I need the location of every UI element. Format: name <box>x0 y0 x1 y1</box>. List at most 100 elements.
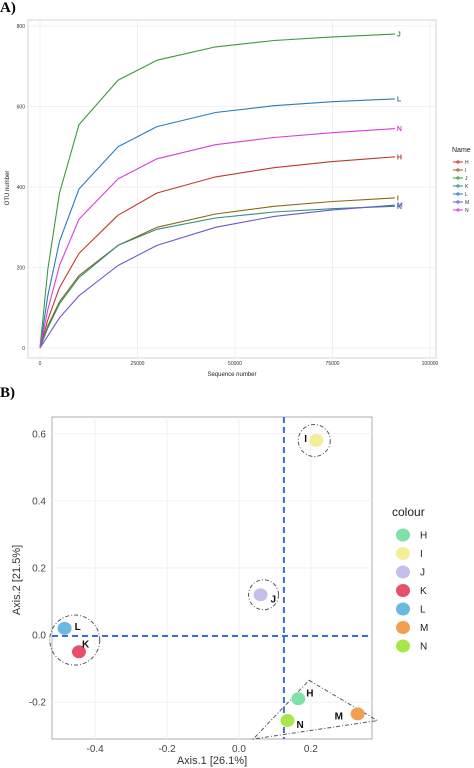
panel-a-legend-label-h: H <box>465 160 469 166</box>
panel-a-curve-m <box>39 204 395 349</box>
panel-b-cluster-circle-lk <box>49 614 101 666</box>
panel-a-curve-n <box>39 128 395 349</box>
panel-b-point-j <box>253 588 268 602</box>
panel-a-ylabel: OTU number <box>5 171 11 206</box>
panel-a-label: A) <box>0 0 16 16</box>
panel-b-ticks: -0.4 -0.2 0.0 0.2 -0.2 0.0 0.2 0.4 0.6 <box>29 429 318 755</box>
panel-b-point-label-n: N <box>297 720 304 731</box>
panel-b-xtick: 0.2 <box>304 744 318 755</box>
panel-a-ytick: 800 <box>17 24 26 30</box>
panel-b-xtick: -0.2 <box>158 744 176 755</box>
panel-b-point-label-m: M <box>335 711 343 722</box>
panel-a-legend-label-n: N <box>465 208 469 214</box>
panel-a-legend-label-k: K <box>465 184 469 190</box>
panel-b-ytick: 0.6 <box>32 429 46 440</box>
panel-a-ytick: 400 <box>17 185 26 191</box>
panel-a-grid <box>28 20 436 358</box>
panel-b-legend-label-h: H <box>420 531 427 542</box>
panel-b-xtick: -0.4 <box>87 744 105 755</box>
panel-b-legend-label-n: N <box>420 642 427 653</box>
panel-b-legend-label-k: K <box>420 586 427 597</box>
panel-a-plot-area <box>27 19 437 359</box>
panel-b-legend-swatch-j <box>396 565 410 579</box>
panel-b-ytick: 0.0 <box>32 631 46 642</box>
panel-a-curve-label-k: K <box>397 204 402 211</box>
panel-a-curve-l <box>39 98 395 349</box>
panel-a-ytick: 200 <box>17 266 26 272</box>
panel-a-legend-label-j: J <box>465 176 468 182</box>
panel-a-xtick: 100000 <box>422 361 439 367</box>
panel-a-legend-marker-h <box>456 160 460 164</box>
panel-b-legend-swatch-k <box>396 584 410 597</box>
panel-a-legend-marker-l <box>456 192 460 196</box>
panel-a-ytick: 0 <box>22 346 25 352</box>
panel-a-curve-j <box>39 33 395 349</box>
panel-b-point-k <box>71 645 86 659</box>
panel-a-curve-label-h: H <box>397 154 402 161</box>
panel-b-point-l <box>57 621 72 635</box>
panel-a-legend-label-i: I <box>465 168 466 174</box>
panel-a-legend-marker-m <box>456 200 460 204</box>
panel-b-label: B) <box>0 385 15 401</box>
panel-a-xtick: 0 <box>39 361 42 367</box>
panel-b-point-i <box>309 433 324 447</box>
panel-b-legend-swatch-m <box>396 621 410 634</box>
panel-b-xlabel: Axis.1 [26.1%] <box>177 755 247 767</box>
panel-a-curve-label-n: N <box>397 126 402 133</box>
panel-b-ytick: 0.4 <box>32 496 46 507</box>
panel-b-legend-swatch-h <box>396 528 410 542</box>
panel-a-xtick: 50000 <box>228 361 242 367</box>
panel-b-cluster-circle-i <box>297 423 331 457</box>
panel-b-point-label-j: J <box>271 594 277 605</box>
panel-b-legend-label-m: M <box>420 623 428 634</box>
panel-a-curve-k <box>39 205 395 349</box>
panel-a-legend-marker-n <box>456 208 460 212</box>
panel-a-curve-h <box>39 156 395 349</box>
panel-a-curve-label-m: M <box>397 203 403 210</box>
panel-b-cluster-triangle-hmn <box>251 679 379 740</box>
panel-a-legend-label-m: M <box>465 200 469 206</box>
panel-a-curve-label-j: J <box>397 32 401 39</box>
panel-a-curve-i <box>39 197 395 349</box>
panel-a-curve-label-i: I <box>397 195 399 202</box>
panel-a-legend-marker-j <box>456 176 460 180</box>
panel-b-point-label-l: L <box>75 622 81 633</box>
panel-b-annotations <box>49 417 379 740</box>
panel-b-point-n <box>280 714 295 728</box>
panel-b-point-label-i: I <box>304 434 307 445</box>
panel-b-point-label-k: K <box>82 639 90 650</box>
panel-a-legend-title: Name <box>452 147 471 154</box>
panel-b-legend-swatch-i <box>396 547 410 560</box>
panel-b-points: H I J KL M N <box>57 433 365 731</box>
panel-a-chart: 0 25000 50000 75000 100000 0 200 400 600 800 H I J K… <box>17 19 439 367</box>
panel-a-ticks: 0 25000 50000 75000 100000 0 200 400 600 800 <box>17 24 439 367</box>
panel-a-xtick: 75000 <box>326 361 340 367</box>
panel-b-xtick: 0.0 <box>232 744 246 755</box>
panel-b-plot-area <box>51 416 373 740</box>
panel-a-xlabel: Sequence number <box>207 372 256 378</box>
panel-a-legend-label-l: L <box>465 192 468 198</box>
panel-b-grid <box>52 417 372 739</box>
panel-a-curve-labels: H I J K L M N <box>397 32 403 211</box>
panel-b-ytick: -0.2 <box>29 698 47 709</box>
panel-b-legend-label-l: L <box>420 605 426 616</box>
panel-b-ytick: 0.2 <box>32 563 46 574</box>
panel-a-legend-marker-i <box>456 168 460 172</box>
panel-b-point-m <box>350 707 365 721</box>
panel-b-ylabel: Axis.2 [21.5%] <box>11 545 23 615</box>
panel-b-legend-label-j: J <box>420 568 425 579</box>
panel-b-point-label-h: H <box>306 688 313 699</box>
panel-b-chart: -0.4 -0.2 0.0 0.2 -0.2 0.0 0.2 0.4 0.6 H I J KL M N <box>29 416 379 755</box>
panel-a-series <box>39 33 395 349</box>
panel-b-legend-title: colour <box>392 505 425 519</box>
panel-a-legend-marker-k <box>456 184 460 188</box>
panel-b-legend-swatch-n <box>396 639 410 653</box>
panel-b-cluster-circle-j <box>248 579 280 611</box>
panel-b-legend-swatch-l <box>396 602 410 616</box>
panel-a-xtick: 25000 <box>131 361 145 367</box>
panel-b-point-h <box>291 692 306 706</box>
panel-a-curve-label-l: L <box>397 96 402 103</box>
